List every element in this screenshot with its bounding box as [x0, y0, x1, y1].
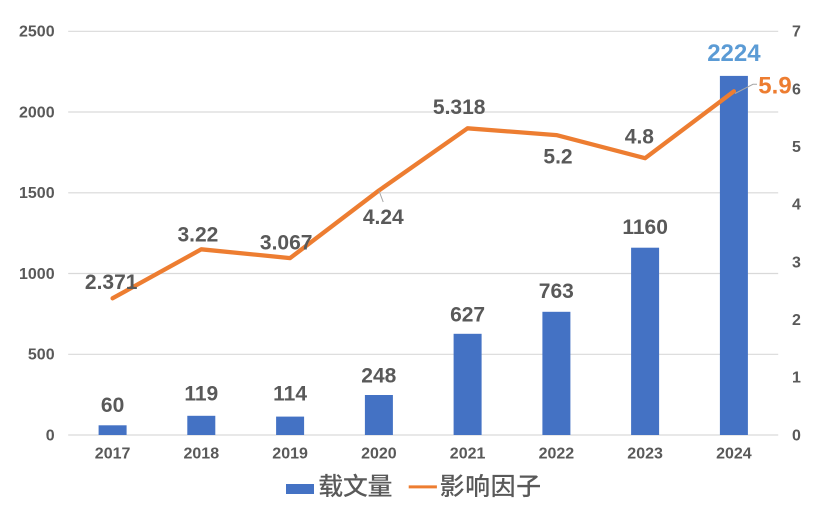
svg-text:3: 3: [792, 254, 801, 271]
svg-text:5.318: 5.318: [433, 96, 486, 119]
svg-text:3.22: 3.22: [177, 224, 218, 247]
svg-text:4.8: 4.8: [625, 126, 655, 149]
svg-text:2018: 2018: [184, 446, 220, 463]
svg-text:2.371: 2.371: [85, 271, 138, 294]
svg-text:2024: 2024: [716, 446, 752, 463]
svg-text:763: 763: [539, 280, 574, 303]
svg-text:4.24: 4.24: [363, 206, 404, 229]
svg-text:2021: 2021: [450, 446, 486, 463]
svg-text:114: 114: [273, 382, 307, 405]
svg-text:2500: 2500: [19, 24, 55, 41]
svg-text:6: 6: [792, 81, 801, 98]
svg-text:5.2: 5.2: [543, 146, 572, 169]
svg-text:2017: 2017: [95, 446, 131, 463]
svg-text:2000: 2000: [19, 104, 55, 121]
svg-text:2020: 2020: [361, 446, 397, 463]
svg-text:4: 4: [792, 197, 801, 214]
svg-text:1160: 1160: [622, 216, 668, 239]
svg-text:3.067: 3.067: [260, 232, 313, 255]
svg-text:2023: 2023: [627, 446, 663, 463]
svg-text:2: 2: [792, 312, 801, 329]
svg-text:2022: 2022: [539, 446, 575, 463]
svg-text:248: 248: [361, 364, 396, 387]
svg-text:1000: 1000: [19, 266, 55, 283]
svg-text:2224: 2224: [707, 40, 761, 67]
svg-text:2019: 2019: [272, 446, 308, 463]
svg-text:1: 1: [792, 370, 801, 387]
svg-text:5: 5: [792, 139, 801, 156]
svg-text:1500: 1500: [19, 185, 55, 202]
svg-text:5.9: 5.9: [758, 72, 791, 99]
svg-text:119: 119: [184, 382, 218, 405]
svg-text:7: 7: [792, 24, 801, 41]
svg-text:500: 500: [28, 347, 55, 364]
svg-text:0: 0: [46, 427, 55, 444]
svg-text:0: 0: [792, 427, 801, 444]
svg-text:60: 60: [101, 394, 124, 417]
svg-text:627: 627: [450, 304, 485, 327]
